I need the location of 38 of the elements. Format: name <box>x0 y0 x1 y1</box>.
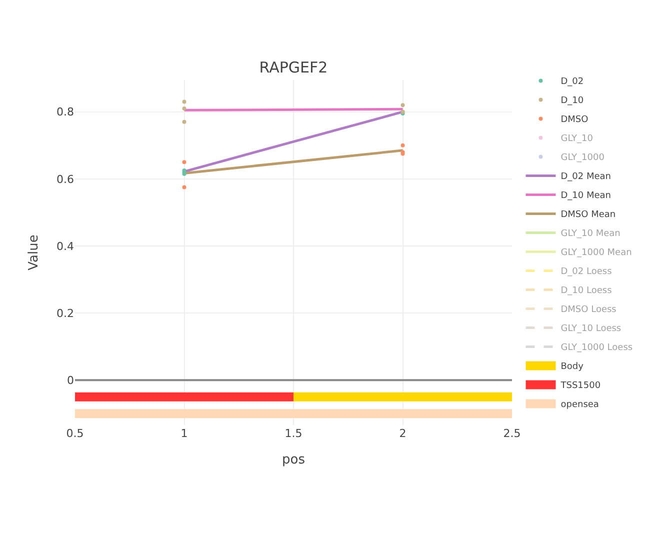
x-tick-label: 2.5 <box>503 427 521 440</box>
y-axis-title: Value <box>26 234 42 270</box>
legend-label: GLY_1000 Loess <box>560 343 633 354</box>
point <box>400 143 405 148</box>
legend-label: DMSO Loess <box>560 305 617 316</box>
x-tick-label: 1.5 <box>284 427 302 440</box>
legend-label: D_02 Loess <box>560 267 612 278</box>
legend-label: GLY_1000 <box>560 153 605 164</box>
point <box>182 120 186 124</box>
legend-label: TSS1500 <box>560 381 601 392</box>
y-tick-label: 0 <box>67 374 74 387</box>
chart-title: RAPGEF2 <box>259 58 328 76</box>
legend-label: GLY_10 Loess <box>560 324 622 334</box>
legend-label: Body <box>560 362 584 372</box>
y-tick-label: 0.2 <box>56 306 74 320</box>
point <box>182 185 186 190</box>
legend-label: DMSO <box>560 115 588 126</box>
legend-label: D_10 <box>560 96 584 106</box>
point <box>182 160 186 164</box>
x-tick-label: 1 <box>180 427 188 440</box>
legend-label: GLY_1000 Mean <box>560 248 632 258</box>
legend-label: DMSO Mean <box>560 210 616 220</box>
point <box>182 100 186 104</box>
x-tick-label: 2 <box>399 427 406 440</box>
legend-label: opensea <box>560 400 599 410</box>
y-tick-label: 0.6 <box>56 172 74 186</box>
legend-label: D_02 <box>560 77 584 88</box>
legend-label: D_10 Mean <box>560 191 612 202</box>
x-axis-title: pos <box>282 452 306 468</box>
point <box>400 103 405 108</box>
x-tick-label: 0.5 <box>66 427 84 440</box>
legend-label: GLY_10 Mean <box>560 229 620 240</box>
point <box>182 106 186 110</box>
y-tick-label: 0.8 <box>56 106 74 119</box>
legend-label: D_02 Mean <box>560 172 612 182</box>
legend-label: GLY_10 <box>560 134 594 144</box>
legend-label: D_10 Loess <box>560 286 612 296</box>
y-tick-label: 0.4 <box>56 240 74 253</box>
